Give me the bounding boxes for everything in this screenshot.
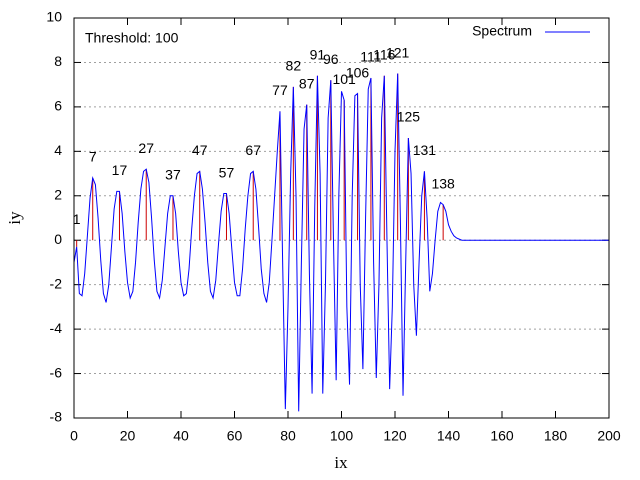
plot-border bbox=[73, 17, 610, 419]
x-tick-label: 180 bbox=[544, 428, 568, 444]
peak-label: 82 bbox=[286, 58, 302, 74]
x-tick-label: 0 bbox=[70, 428, 78, 444]
peak-label: 37 bbox=[165, 166, 181, 182]
x-tick-label: 80 bbox=[280, 428, 296, 444]
annotation: Threshold: 100 bbox=[85, 30, 179, 46]
x-tick-label: 100 bbox=[330, 428, 354, 444]
y-tick-label: -2 bbox=[50, 275, 63, 291]
peak-label: 17 bbox=[112, 162, 128, 178]
x-tick-label: 60 bbox=[227, 428, 243, 444]
peak-label: 116 bbox=[373, 46, 396, 62]
legend-label: Spectrum bbox=[472, 23, 532, 39]
y-axis-label: iy bbox=[5, 211, 24, 225]
peak-label: 91 bbox=[310, 46, 326, 62]
x-tick-label: 140 bbox=[437, 428, 461, 444]
y-tick-label: -8 bbox=[50, 409, 63, 425]
y-tick-label: 4 bbox=[54, 142, 62, 158]
peak-label: 7 bbox=[89, 149, 97, 165]
y-tick-label: -4 bbox=[50, 320, 63, 336]
peak-label: 125 bbox=[397, 109, 421, 125]
x-tick-label: 20 bbox=[120, 428, 136, 444]
peak-label: 87 bbox=[299, 75, 315, 91]
peak-label: 67 bbox=[245, 142, 261, 158]
peak-label: 101 bbox=[332, 71, 356, 87]
peak-label: 96 bbox=[323, 51, 339, 67]
y-tick-label: 0 bbox=[54, 231, 62, 247]
peak-label: 57 bbox=[219, 164, 235, 180]
peak-label: 106 bbox=[346, 64, 370, 80]
y-tick-label: 2 bbox=[54, 186, 62, 202]
x-tick-label: 200 bbox=[597, 428, 621, 444]
series-line bbox=[73, 73, 609, 412]
y-tick-label: 6 bbox=[54, 98, 62, 114]
peak-label: 1 bbox=[73, 211, 81, 227]
peak-label: 27 bbox=[138, 140, 154, 156]
peak-label: 47 bbox=[192, 142, 208, 158]
x-tick-label: 40 bbox=[173, 428, 189, 444]
peak-label: 77 bbox=[272, 82, 288, 98]
peak-label: 138 bbox=[431, 175, 455, 191]
x-axis-label: ix bbox=[334, 453, 348, 472]
y-tick-label: 10 bbox=[46, 9, 62, 25]
y-tick-label: -6 bbox=[50, 364, 63, 380]
peak-label: 121 bbox=[386, 44, 410, 60]
x-tick-label: 160 bbox=[490, 428, 514, 444]
x-tick-label: 120 bbox=[383, 428, 407, 444]
peak-label: 131 bbox=[413, 142, 437, 158]
peak-label: 111 bbox=[360, 49, 381, 65]
y-tick-label: 8 bbox=[54, 53, 62, 69]
